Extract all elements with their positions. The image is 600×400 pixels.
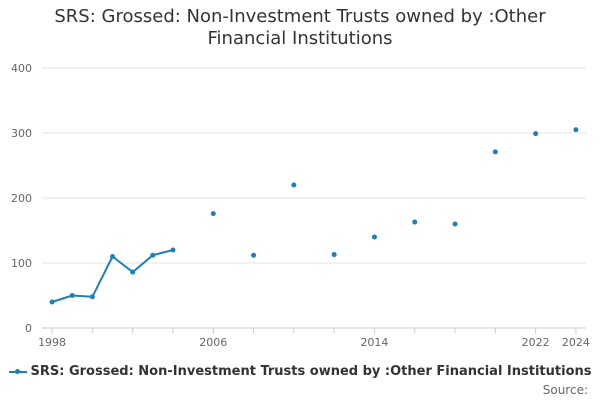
- y-tick-label: 200: [11, 192, 32, 205]
- x-tick-label: 2014: [360, 336, 388, 349]
- data-point[interactable]: [573, 127, 579, 133]
- data-point[interactable]: [89, 294, 95, 300]
- x-tick-label: 2022: [522, 336, 550, 349]
- data-point[interactable]: [210, 211, 216, 217]
- data-point[interactable]: [170, 247, 176, 253]
- data-point[interactable]: [130, 269, 136, 275]
- data-point[interactable]: [110, 254, 116, 259]
- x-tick-label: 2006: [199, 336, 227, 349]
- data-point[interactable]: [150, 252, 156, 258]
- data-point[interactable]: [49, 299, 55, 305]
- grid-lines: [42, 67, 586, 329]
- data-point[interactable]: [533, 131, 539, 137]
- data-point[interactable]: [412, 219, 418, 225]
- legend[interactable]: SRS: Grossed: Non-Investment Trusts owne…: [0, 364, 600, 379]
- x-tick-label: 1998: [38, 336, 66, 349]
- data-point[interactable]: [492, 149, 498, 155]
- chart-title-line-1: SRS: Grossed: Non-Investment Trusts owne…: [54, 6, 546, 27]
- data-point[interactable]: [371, 234, 377, 240]
- chart-title: SRS: Grossed: Non-Investment Trusts owne…: [0, 6, 600, 50]
- y-tick-label: 100: [11, 257, 32, 270]
- data-series: [49, 127, 579, 305]
- data-point[interactable]: [452, 221, 458, 227]
- data-point[interactable]: [251, 252, 257, 258]
- chart-title-line-2: Financial Institutions: [207, 28, 393, 49]
- data-point[interactable]: [331, 252, 337, 258]
- source-label: Source:: [542, 383, 588, 397]
- data-point[interactable]: [69, 293, 75, 298]
- y-tick-label: 0: [25, 322, 32, 335]
- x-axis: 1998 2006 2014 2022 2024: [38, 327, 590, 349]
- data-point[interactable]: [291, 182, 297, 188]
- y-axis: 0 100 200 300 400: [11, 62, 32, 335]
- y-tick-label: 400: [11, 62, 32, 75]
- legend-line-icon: [8, 368, 27, 374]
- legend-label: SRS: Grossed: Non-Investment Trusts owne…: [30, 364, 592, 379]
- y-tick-label: 300: [11, 127, 32, 140]
- x-tick-label: 2024: [562, 336, 590, 349]
